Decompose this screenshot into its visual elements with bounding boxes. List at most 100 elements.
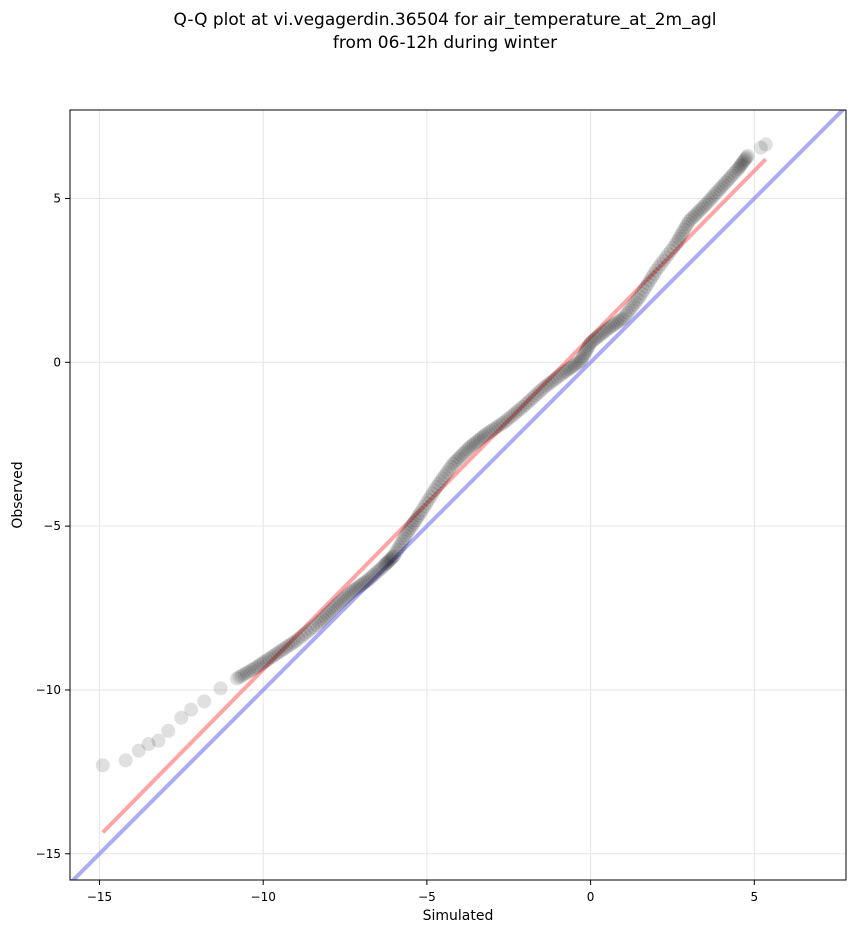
data-point bbox=[513, 401, 528, 416]
data-point bbox=[582, 337, 597, 352]
data-point bbox=[365, 569, 380, 584]
data-point bbox=[673, 228, 688, 243]
data-point bbox=[702, 193, 717, 208]
data-point bbox=[647, 266, 662, 281]
data-point bbox=[733, 158, 748, 173]
data-point bbox=[706, 189, 721, 204]
data-point bbox=[724, 168, 739, 183]
data-point bbox=[503, 410, 518, 425]
data-point bbox=[161, 723, 176, 738]
data-point bbox=[683, 212, 698, 227]
data-point bbox=[395, 534, 410, 549]
data-point bbox=[569, 356, 584, 371]
data-point bbox=[254, 656, 269, 671]
data-point bbox=[654, 257, 669, 271]
data-point bbox=[675, 225, 690, 240]
data-point bbox=[288, 633, 303, 648]
data-point bbox=[670, 234, 685, 249]
data-point bbox=[666, 240, 681, 255]
data-point bbox=[384, 551, 399, 566]
data-point bbox=[694, 202, 709, 217]
data-point bbox=[257, 655, 271, 670]
data-point bbox=[249, 660, 264, 675]
data-point bbox=[714, 180, 729, 194]
data-point bbox=[269, 646, 284, 661]
identity-line bbox=[70, 110, 846, 880]
y-tick-label: −5 bbox=[43, 519, 61, 533]
data-point bbox=[398, 528, 413, 543]
data-point bbox=[237, 667, 252, 682]
data-point bbox=[704, 191, 719, 206]
data-point bbox=[466, 437, 481, 452]
data-point bbox=[385, 549, 400, 564]
data-point bbox=[433, 474, 448, 489]
data-point bbox=[317, 609, 332, 624]
data-point bbox=[581, 340, 596, 355]
data-point bbox=[458, 444, 473, 459]
data-point bbox=[640, 276, 655, 291]
data-point bbox=[540, 378, 555, 393]
x-tick-label: 5 bbox=[751, 890, 759, 904]
data-point bbox=[381, 554, 396, 569]
data-point bbox=[403, 520, 418, 535]
data-point bbox=[520, 395, 535, 410]
data-point bbox=[610, 315, 625, 330]
data-point bbox=[379, 555, 394, 570]
data-point bbox=[356, 576, 371, 591]
data-point bbox=[367, 567, 382, 582]
data-point bbox=[334, 593, 349, 608]
data-point bbox=[352, 578, 367, 593]
data-point bbox=[523, 393, 538, 408]
data-point bbox=[728, 164, 743, 179]
data-point bbox=[738, 152, 753, 167]
data-point bbox=[622, 303, 637, 318]
data-point bbox=[452, 450, 467, 465]
data-point bbox=[740, 148, 755, 163]
data-point bbox=[638, 279, 653, 294]
data-point bbox=[340, 588, 355, 603]
data-point bbox=[450, 452, 465, 467]
data-point bbox=[732, 160, 747, 175]
data-point bbox=[390, 542, 405, 557]
data-point bbox=[303, 622, 318, 637]
data-point bbox=[685, 210, 700, 225]
data-point bbox=[583, 335, 598, 350]
data-point bbox=[577, 346, 592, 361]
data-point bbox=[530, 386, 545, 401]
data-point bbox=[681, 214, 696, 229]
data-point bbox=[599, 322, 614, 337]
data-point bbox=[734, 157, 749, 172]
data-point bbox=[413, 506, 428, 521]
data-point bbox=[383, 552, 398, 567]
data-point bbox=[425, 486, 440, 501]
data-point bbox=[375, 560, 390, 575]
data-point bbox=[606, 318, 621, 333]
data-point bbox=[266, 648, 281, 663]
data-point bbox=[716, 177, 731, 192]
data-point bbox=[259, 653, 274, 668]
data-point bbox=[636, 283, 651, 298]
data-point bbox=[276, 642, 291, 656]
data-point bbox=[242, 664, 257, 679]
data-point bbox=[680, 217, 695, 232]
data-point bbox=[184, 702, 199, 717]
data-point bbox=[712, 182, 727, 197]
data-point bbox=[698, 198, 713, 213]
data-point bbox=[281, 638, 296, 653]
data-point bbox=[739, 150, 754, 165]
data-point bbox=[470, 433, 485, 448]
data-point bbox=[229, 671, 244, 686]
data-point bbox=[435, 471, 450, 486]
data-point bbox=[661, 247, 676, 262]
data-point bbox=[410, 510, 425, 525]
y-tick-label: −10 bbox=[36, 683, 61, 697]
y-tick-label: 0 bbox=[53, 355, 61, 369]
data-point bbox=[561, 362, 576, 377]
data-point bbox=[354, 577, 369, 592]
data-point bbox=[338, 590, 353, 605]
chart-title-line1: Q-Q plot at vi.vegagerdin.36504 for air_… bbox=[173, 10, 716, 30]
data-point bbox=[591, 329, 606, 344]
data-point bbox=[488, 420, 503, 435]
data-point bbox=[597, 324, 612, 339]
